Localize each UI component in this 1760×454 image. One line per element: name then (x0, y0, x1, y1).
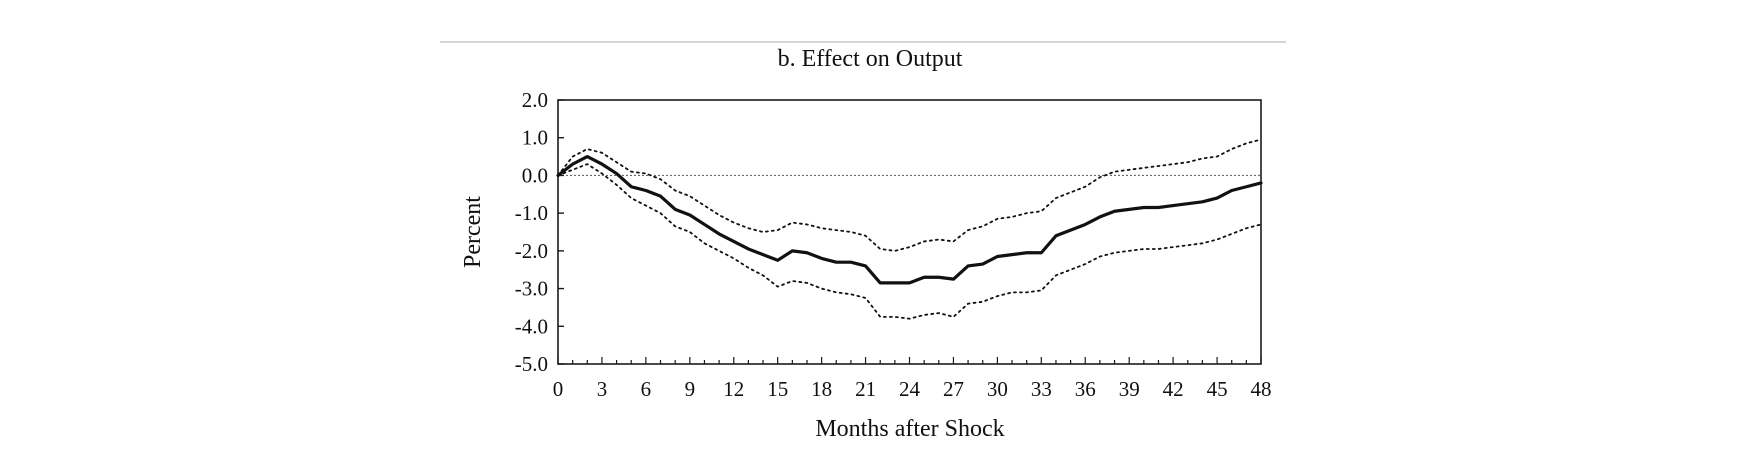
x-tick-label: 6 (641, 377, 652, 401)
series-group (556, 138, 1263, 320)
y-axis: 2.0 1.0 0.0 -1.0 -2.0 -3.0 -4.0 -5.0 (515, 88, 564, 376)
x-tick-label: 36 (1075, 377, 1096, 401)
x-tick-label: 24 (899, 377, 921, 401)
y-tick-label: -1.0 (515, 201, 548, 225)
point-estimate-line (556, 154, 1263, 285)
x-tick-label: 21 (855, 377, 876, 401)
y-tick-label: -2.0 (515, 239, 548, 263)
x-tick-label: 42 (1163, 377, 1184, 401)
y-tick-label: -3.0 (515, 277, 548, 301)
x-tick-label: 33 (1031, 377, 1052, 401)
x-tick-label: 18 (811, 377, 832, 401)
x-tick-label: 48 (1251, 377, 1272, 401)
x-tick-label: 27 (943, 377, 964, 401)
x-tick-label: 0 (553, 377, 564, 401)
y-tick-label: 1.0 (522, 126, 548, 150)
x-tick-label: 9 (685, 377, 696, 401)
confidence-band-line-2 (557, 163, 1262, 320)
x-tick-label: 45 (1207, 377, 1228, 401)
y-axis-title: Percent (460, 196, 486, 268)
y-tick-label: -5.0 (515, 352, 548, 376)
x-axis: 0 3 6 9 12 15 18 21 24 27 30 33 36 39 42 45 48 (553, 357, 1272, 401)
x-tick-label: 15 (767, 377, 788, 401)
x-tick-label: 12 (723, 377, 744, 401)
y-tick-label: -4.0 (515, 314, 548, 338)
x-axis-title: Months after Shock (815, 416, 1004, 442)
plot-frame (557, 99, 1262, 365)
confidence-band-line-1 (557, 138, 1262, 252)
y-tick-label: 2.0 (522, 88, 548, 112)
y-tick-label: 0.0 (522, 163, 548, 187)
x-tick-label: 39 (1119, 377, 1140, 401)
x-tick-label: 30 (987, 377, 1008, 401)
chart-title: b. Effect on Output (778, 46, 963, 72)
x-tick-label: 3 (597, 377, 608, 401)
